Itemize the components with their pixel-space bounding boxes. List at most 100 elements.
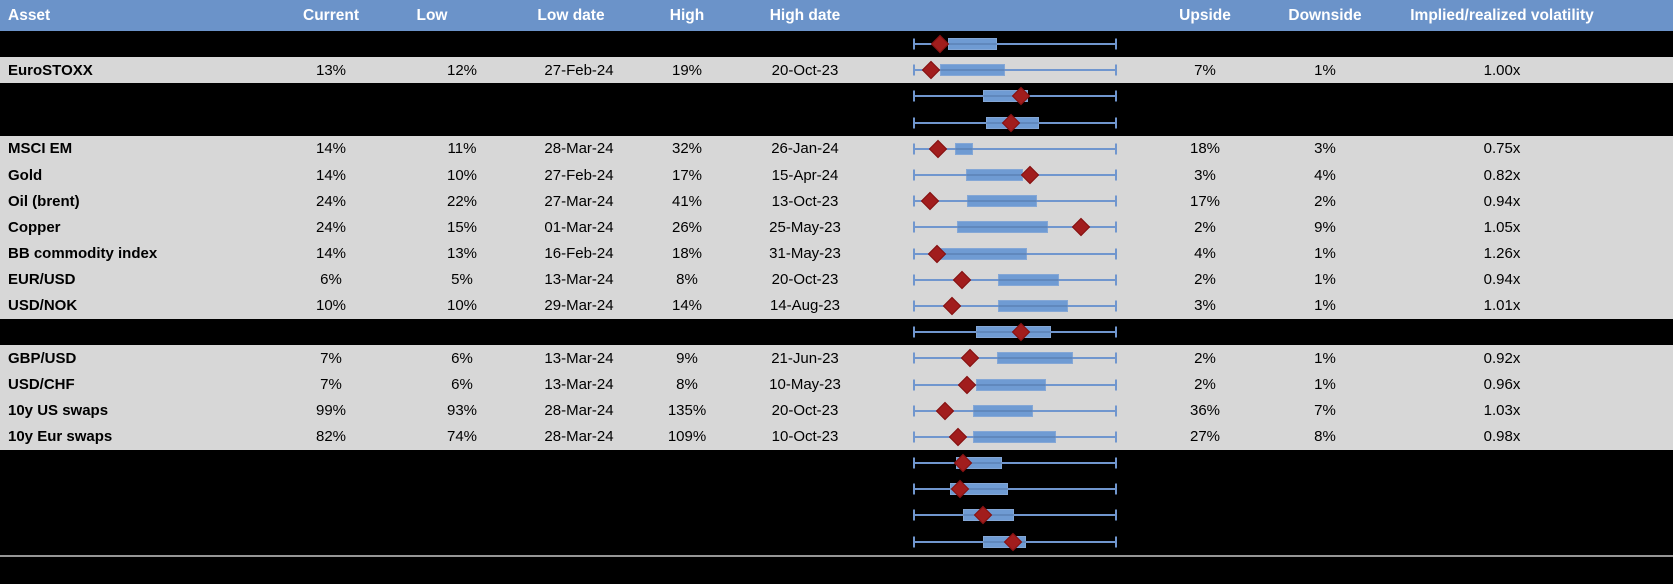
hidden-row <box>0 319 1673 346</box>
downside-value: 1% <box>1314 271 1336 289</box>
high-date: 20-Oct-23 <box>771 402 839 420</box>
whisker-cap-right <box>1115 509 1117 521</box>
column-header-asset: Asset <box>8 6 51 24</box>
high-date: 10-May-23 <box>769 376 841 394</box>
iqr-box <box>966 169 1023 182</box>
boxplot-canvas <box>913 502 1117 528</box>
current-value: 24% <box>315 192 347 210</box>
asset-name: USD/CHF <box>8 376 75 394</box>
high-value: 32% <box>671 140 703 158</box>
implied-realized-value: 0.94x <box>1483 271 1521 289</box>
whisker-cap-left <box>913 195 915 207</box>
low-value: 6% <box>451 376 473 394</box>
high-date: 25-May-23 <box>769 218 841 236</box>
whisker-cap-right <box>1115 300 1117 312</box>
whisker-cap-right <box>1115 221 1117 233</box>
whisker-line <box>913 514 1117 517</box>
hidden-row <box>0 476 1673 503</box>
current-marker-diamond <box>942 296 961 316</box>
iqr-box <box>939 247 1028 260</box>
current-value: 14% <box>315 140 347 158</box>
implied-realized-value: 0.98x <box>1483 428 1521 446</box>
column-header-current: Current <box>303 6 359 24</box>
low-date: 29-Mar-24 <box>544 297 614 315</box>
high-date: 20-Oct-23 <box>771 271 839 289</box>
downside-value: 4% <box>1314 166 1336 184</box>
upside-value: 17% <box>1189 192 1221 210</box>
asset-row: BB commodity index 14% 13% 16-Feb-24 18% 31-M… <box>0 240 1673 267</box>
range-boxplot <box>886 398 1125 424</box>
implied-realized-value: 1.03x <box>1483 402 1521 420</box>
whisker-cap-left <box>913 379 915 391</box>
whisker-cap-right <box>1115 195 1117 207</box>
downside-value: 9% <box>1314 218 1336 236</box>
whisker-cap-left <box>913 326 915 338</box>
current-marker-diamond <box>957 375 977 394</box>
upside-value: 4% <box>1194 245 1216 263</box>
high-value: 17% <box>671 166 703 184</box>
boxplot-canvas <box>913 476 1117 502</box>
high-date: 14-Aug-23 <box>769 297 841 315</box>
implied-realized-value: 0.96x <box>1483 376 1521 394</box>
whisker-cap-right <box>1115 169 1117 181</box>
whisker-cap-right <box>1115 64 1117 76</box>
whisker-cap-left <box>913 38 915 50</box>
low-value: 93% <box>446 402 478 420</box>
upside-value: 7% <box>1194 61 1216 79</box>
range-boxplot <box>886 83 1125 109</box>
asset-row: EuroSTOXX 13% 12% 27-Feb-24 19% 20-Oct-23 7% 1%… <box>0 57 1673 84</box>
asset-name: MSCI EM <box>8 140 73 158</box>
column-header-high-date: High date <box>769 6 841 24</box>
whisker-cap-right <box>1115 117 1117 129</box>
whisker-cap-left <box>913 117 915 129</box>
downside-value: 1% <box>1314 297 1336 315</box>
asset-row: Gold 14% 10% 27-Feb-24 17% 15-Apr-24 3% 4% 0.82x <box>0 161 1673 189</box>
low-value: 10% <box>446 166 478 184</box>
range-boxplot <box>886 162 1125 188</box>
asset-row: EUR/USD 6% 5% 13-Mar-24 8% 20-Oct-23 2% 1% 0.94x <box>0 266 1673 293</box>
asset-row: USD/NOK 10% 10% 29-Mar-24 14% 14-Aug-23 3% 1% 1.… <box>0 292 1673 320</box>
current-value: 13% <box>315 61 347 79</box>
asset-name: USD/NOK <box>8 297 78 315</box>
whisker-cap-right <box>1115 379 1117 391</box>
downside-value: 8% <box>1314 428 1336 446</box>
current-marker-diamond <box>922 61 941 80</box>
whisker-cap-left <box>913 431 915 443</box>
high-value: 9% <box>676 349 698 367</box>
implied-realized-value: 0.82x <box>1483 166 1521 184</box>
upside-value: 27% <box>1189 428 1221 446</box>
current-marker-diamond <box>1071 218 1091 237</box>
range-boxplot <box>886 31 1125 57</box>
low-date: 27-Mar-24 <box>544 192 614 210</box>
asset-row: USD/CHF 7% 6% 13-Mar-24 8% 10-May-23 2% 1% 0.96x <box>0 371 1673 398</box>
high-date: 31-May-23 <box>769 245 841 263</box>
whisker-cap-left <box>913 221 915 233</box>
whisker-cap-left <box>913 352 915 364</box>
iqr-box <box>973 430 1056 443</box>
boxplot-canvas <box>913 450 1117 476</box>
upside-value: 18% <box>1189 140 1221 158</box>
hidden-row <box>0 31 1673 58</box>
low-value: 5% <box>451 271 473 289</box>
asset-name: Oil (brent) <box>8 192 80 210</box>
implied-realized-value: 0.92x <box>1483 349 1521 367</box>
whisker-cap-left <box>913 143 915 155</box>
current-value: 14% <box>315 166 347 184</box>
current-marker-diamond <box>948 427 968 447</box>
low-value: 13% <box>446 245 478 263</box>
high-date: 20-Oct-23 <box>771 61 839 79</box>
range-boxplot <box>886 424 1125 450</box>
whisker-line <box>913 43 1117 46</box>
range-boxplot <box>886 502 1125 528</box>
high-value: 14% <box>671 297 703 315</box>
low-value: 15% <box>446 218 478 236</box>
current-marker-diamond <box>928 139 948 159</box>
high-date: 10-Oct-23 <box>771 428 839 446</box>
downside-value: 1% <box>1314 61 1336 79</box>
iqr-box <box>967 195 1038 208</box>
column-header-downside: Downside <box>1288 6 1362 24</box>
low-date: 27-Feb-24 <box>544 166 614 184</box>
low-date: 16-Feb-24 <box>544 245 614 263</box>
range-boxplot <box>886 214 1125 240</box>
whisker-line <box>913 488 1117 491</box>
